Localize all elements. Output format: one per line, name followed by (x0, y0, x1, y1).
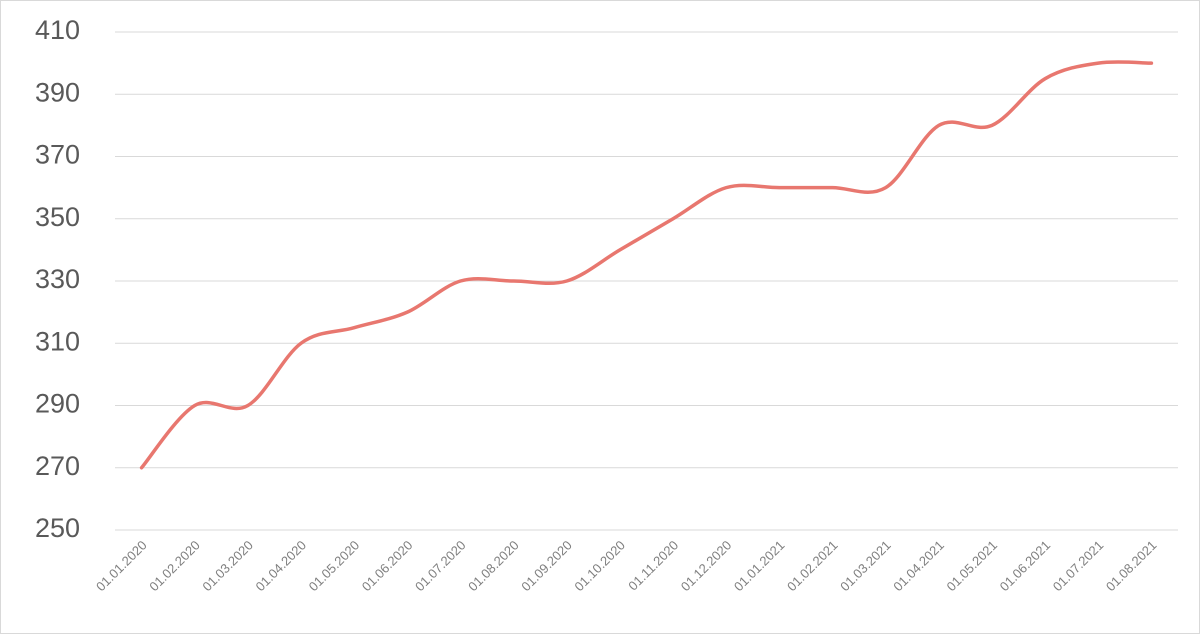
y-tick-label: 350 (35, 202, 80, 232)
y-tick-label: 290 (35, 389, 80, 419)
y-tick-label: 270 (35, 451, 80, 481)
data-line (139, 60, 1154, 470)
y-tick-label: 370 (35, 140, 80, 170)
y-tick-label: 310 (35, 326, 80, 356)
y-tick-label: 410 (35, 15, 80, 45)
y-tick-label: 390 (35, 77, 80, 107)
y-tick-label: 330 (35, 264, 80, 294)
y-tick-label: 250 (35, 513, 80, 543)
